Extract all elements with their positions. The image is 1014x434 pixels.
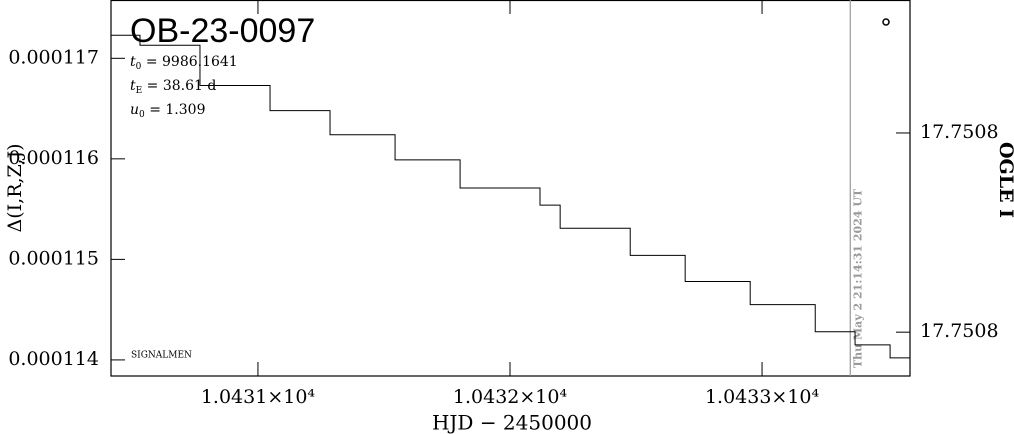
param-text: = 1.309 [145,102,206,118]
param-subscript: 0 [139,110,145,120]
param-subscript: E [136,86,143,96]
param-annotation: t0 = 9986.1641 [130,54,238,72]
plot-frame [110,0,911,377]
y-axis-label: Δ(I,R,Z,J) [4,144,26,233]
param-symbol: t [130,54,136,70]
param-annotation: u0 = 1.309 [130,102,205,120]
param-subscript: 0 [136,62,142,72]
footnote: SIGNALMEN [131,351,192,361]
param-text: = 9986.1641 [141,54,237,70]
y-tick-label: 0.000116 [8,147,99,169]
data-line [111,34,910,359]
x-tick-label: 1.0432×10⁴ [453,386,568,408]
param-symbol: t [130,78,136,94]
y2-tick-label: 17.7508 [920,320,999,342]
param-symbol: u [130,102,139,118]
x-tick-label: 1.0433×10⁴ [705,386,820,408]
y-tick-label: 0.000114 [8,348,99,370]
y2-axis-label: OGLE I [995,142,1014,218]
chart-title: OB-23-0097 [130,12,315,50]
timestamp: Thu May 2 21:14:31 2024 UT [851,188,864,368]
y-tick-label: 0.000117 [8,46,99,68]
marker-icon [882,18,890,26]
y-tick-label: 0.000115 [8,247,99,269]
param-annotation: tE = 38.61 d [130,78,216,96]
param-text: = 38.61 d [142,78,216,94]
y2-tick-label: 17.7508 [920,121,999,143]
x-tick-label: 1.0431×10⁴ [201,386,316,408]
x-axis-label: HJD − 2450000 [432,411,592,434]
